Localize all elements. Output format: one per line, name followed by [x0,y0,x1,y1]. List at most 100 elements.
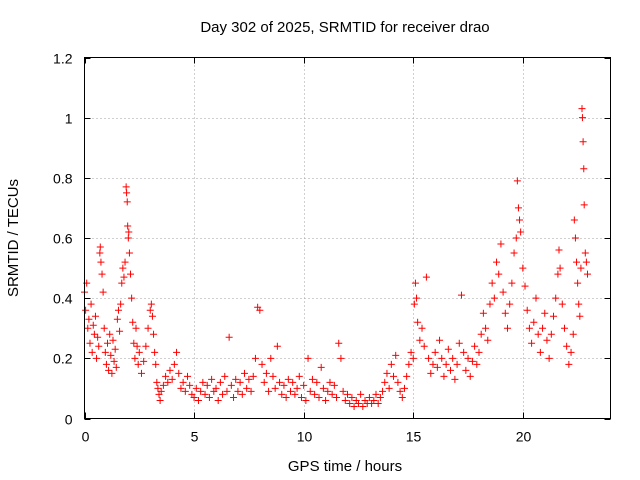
data-point [140,357,148,365]
data-point [82,306,90,314]
data-point [159,381,167,389]
y-axis-label: SRMTID / TECUs [5,179,22,297]
y-tick-label: 0.4 [53,291,73,307]
data-point [151,348,159,356]
data-point [308,375,316,383]
data-point [116,327,124,335]
data-point [125,228,133,236]
data-point [249,372,257,380]
data-point [499,288,507,296]
data-point [545,354,553,362]
data-point [212,384,220,392]
x-tick-label: 0 [82,429,90,445]
data-point [536,348,544,356]
data-point [236,378,244,386]
data-point [510,249,518,257]
data-point [519,264,527,272]
data-point [95,342,103,350]
data-point [232,375,240,383]
data-point [563,342,571,350]
data-point [306,387,314,395]
data-point [335,339,343,347]
data-point [383,369,391,377]
chart-title: Day 302 of 2025, SRMTID for receiver dra… [200,19,489,36]
data-point [390,372,398,380]
data-point [137,369,145,377]
data-point [396,387,404,395]
data-point [245,375,253,383]
data-point [479,309,487,317]
data-point [455,339,463,347]
data-point [269,372,277,380]
data-point [93,354,101,362]
data-point [130,339,138,347]
data-point [497,240,505,248]
data-point [442,360,450,368]
data-point [205,393,213,401]
data-point [379,387,387,395]
data-point [486,300,494,308]
data-point [293,384,301,392]
data-point [106,330,114,338]
data-point [394,378,402,386]
data-point [99,288,107,296]
data-point [287,387,295,395]
data-point [567,348,575,356]
data-point [326,378,334,386]
data-point [427,369,435,377]
data-point [517,228,525,236]
data-point [420,342,428,350]
data-point [282,393,290,401]
data-point [583,270,591,278]
data-point [184,372,192,380]
data-point [86,339,94,347]
data-point [127,270,135,278]
data-point [225,333,233,341]
data-point [322,396,330,404]
data-point [581,249,589,257]
data-point [341,396,349,404]
data-point [271,384,279,392]
data-point [110,357,118,365]
data-point [123,198,131,206]
data-point [514,204,522,212]
data-point [134,360,142,368]
data-points [81,105,591,410]
data-point [506,300,514,308]
data-point [102,360,110,368]
data-point [291,390,299,398]
data-point [339,387,347,395]
data-point [466,372,474,380]
data-point [104,339,112,347]
data-point [576,312,584,320]
y-tick-labels: 0 0.2 0.4 0.6 0.8 1 1.2 [53,51,73,428]
data-point [547,330,555,338]
data-point [133,342,141,350]
data-point [319,384,327,392]
data-point [357,390,365,398]
data-point [444,345,452,353]
data-point [114,306,122,314]
data-point [413,294,421,302]
data-point [490,294,498,302]
data-point [109,336,117,344]
data-point [429,360,437,368]
data-point [348,393,356,401]
data-point [216,378,224,386]
data-point [124,234,132,242]
data-point [90,330,98,338]
y-tick-label: 0 [65,412,73,428]
data-point [324,387,332,395]
data-point [302,396,310,404]
data-point [385,384,393,392]
data-point [440,372,448,380]
data-point [516,216,524,224]
data-point [203,381,211,389]
data-point [142,342,150,350]
data-point [276,378,284,386]
data-point [422,273,430,281]
data-point [433,363,441,371]
data-point [199,378,207,386]
data-point [113,315,121,323]
data-point [197,387,205,395]
